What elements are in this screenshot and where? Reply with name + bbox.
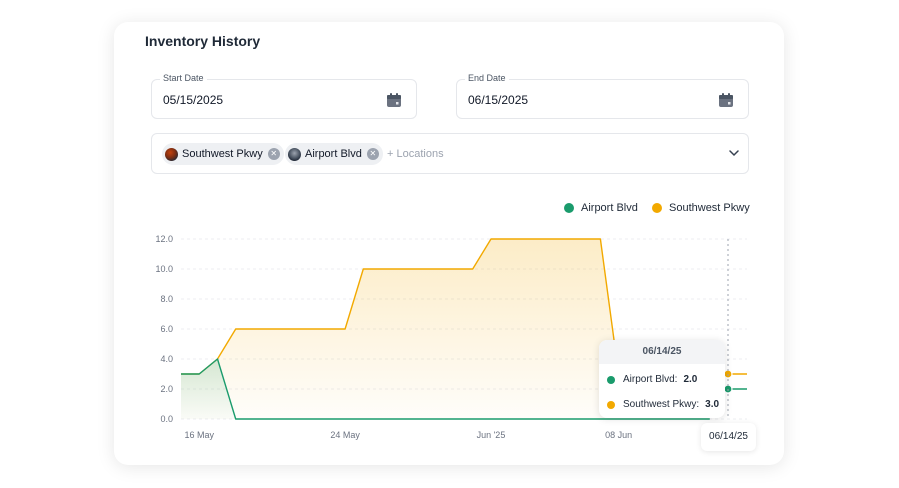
- legend-dot: [564, 203, 574, 213]
- legend-item-southwest-pkwy[interactable]: Southwest Pkwy: [652, 202, 750, 214]
- add-locations-placeholder[interactable]: + Locations: [387, 148, 444, 160]
- line-airport-blvd: [181, 358, 710, 420]
- avatar: [288, 147, 301, 161]
- tooltip-row-southwest-pkwy: Southwest Pkwy: 3.0: [607, 399, 719, 410]
- legend-label: Southwest Pkwy: [669, 202, 750, 214]
- page-title: Inventory History: [145, 33, 261, 49]
- remove-chip-icon[interactable]: ✕: [366, 148, 379, 160]
- tooltip-dot: [607, 400, 615, 409]
- calendar-icon[interactable]: [718, 92, 734, 108]
- calendar-icon[interactable]: [386, 92, 402, 108]
- tooltip-date: 06/14/25: [599, 340, 725, 364]
- y-tick-label: 10.0: [155, 264, 173, 274]
- start-date-field[interactable]: Start Date 05/15/2025: [151, 73, 417, 119]
- start-date-value: 05/15/2025: [163, 93, 224, 107]
- inventory-history-card: Inventory History Start Date 05/15/2025 …: [114, 22, 784, 465]
- inventory-chart[interactable]: 0.0 2.0 4.0 6.0 8.0 10.0 12.0 16 May 24 May Jun '…: [114, 22, 784, 465]
- tooltip-value: 2.0: [683, 374, 698, 385]
- tooltip-value: 3.0: [705, 399, 720, 410]
- end-date-label: End Date: [465, 73, 509, 83]
- location-chip-label: Airport Blvd: [305, 148, 362, 160]
- start-date-label: Start Date: [160, 73, 207, 83]
- locations-select[interactable]: Southwest Pkwy ✕ Airport Blvd ✕ + Locati…: [151, 133, 749, 174]
- legend-label: Airport Blvd: [581, 202, 638, 214]
- x-crosshair-label: 06/14/25: [701, 423, 756, 451]
- tooltip-dot: [607, 375, 615, 384]
- location-chip-southwest-pkwy[interactable]: Southwest Pkwy ✕: [162, 143, 284, 165]
- legend-dot: [652, 203, 662, 213]
- y-tick-label: 4.0: [160, 354, 173, 364]
- remove-chip-icon[interactable]: ✕: [267, 148, 280, 160]
- x-tick-label: Jun '25: [477, 430, 506, 440]
- chevron-down-icon[interactable]: [729, 149, 739, 157]
- area-southwest-pkwy: [181, 239, 619, 419]
- y-tick-label: 0.0: [160, 414, 173, 424]
- tooltip-label: Airport Blvd:: [623, 374, 678, 385]
- end-date-value: 06/15/2025: [468, 93, 529, 107]
- tooltip-label: Southwest Pkwy:: [623, 399, 700, 410]
- location-chip-airport-blvd[interactable]: Airport Blvd ✕: [285, 143, 383, 165]
- x-tick-label: 16 May: [184, 430, 214, 440]
- end-date-field[interactable]: End Date 06/15/2025: [456, 73, 749, 119]
- chart-tooltip: 06/14/25 Airport Blvd: 2.0 Southwest Pkw…: [599, 340, 725, 418]
- x-tick-label: 08 Jun: [605, 430, 632, 440]
- legend-item-airport-blvd[interactable]: Airport Blvd: [564, 202, 638, 214]
- y-tick-label: 6.0: [160, 324, 173, 334]
- x-tick-label: 24 May: [330, 430, 360, 440]
- y-tick-label: 12.0: [155, 234, 173, 244]
- tooltip-row-airport-blvd: Airport Blvd: 2.0: [607, 374, 697, 385]
- y-tick-label: 8.0: [160, 294, 173, 304]
- location-chip-label: Southwest Pkwy: [182, 148, 263, 160]
- avatar: [165, 147, 178, 161]
- y-tick-label: 2.0: [160, 384, 173, 394]
